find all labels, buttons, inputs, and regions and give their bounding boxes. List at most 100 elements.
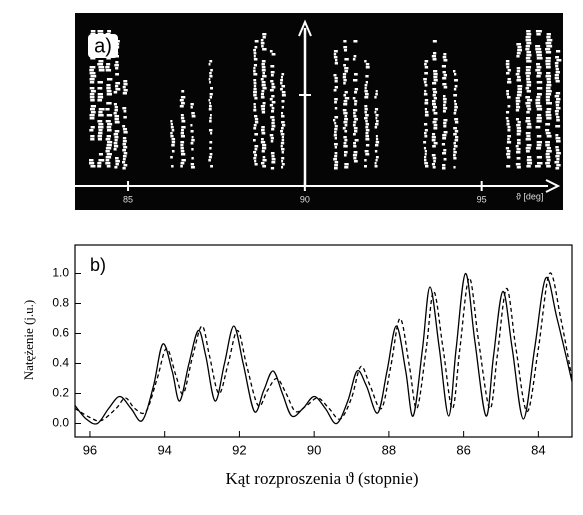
stripe-dot — [516, 76, 521, 79]
stripe-dot — [180, 114, 184, 117]
stripe-dot — [424, 114, 429, 117]
stripe-dot — [260, 96, 265, 99]
stripe-dot — [526, 54, 532, 57]
stripe-dot — [97, 87, 103, 90]
stripe-dot — [180, 141, 185, 144]
stripe-dot — [423, 78, 427, 81]
stripe-dot — [354, 88, 359, 91]
stripe-dot — [526, 165, 531, 168]
stripe-dot — [454, 136, 459, 139]
stripe-dot — [122, 149, 126, 152]
stripe-dot — [210, 87, 214, 90]
stripe-dot — [556, 119, 560, 122]
stripe-dot — [453, 151, 457, 154]
stripe-dot — [554, 110, 559, 113]
stripe-dot — [344, 91, 348, 94]
stripe-dot — [354, 130, 358, 133]
stripe-dot — [506, 81, 512, 84]
stripe-dot — [114, 130, 120, 133]
stripe-dot — [89, 72, 96, 75]
stripe-dot — [271, 125, 276, 128]
stripe-dot — [97, 165, 102, 168]
stripe-dot — [254, 133, 258, 136]
stripe-dot — [555, 92, 561, 95]
stripe-dot — [432, 40, 437, 43]
stripe-dot — [89, 87, 95, 90]
stripe-dot — [89, 117, 95, 120]
stripe-dot — [454, 121, 459, 124]
stripe-dot — [506, 93, 510, 96]
stripe-dot — [333, 50, 338, 53]
stripe-dot — [517, 49, 523, 52]
stripe-dot — [343, 145, 348, 148]
stripe-dot — [536, 147, 541, 150]
stripe-dot — [333, 167, 338, 170]
stripe-dot — [170, 132, 173, 135]
stripe-dot — [454, 79, 458, 82]
stripe-dot — [209, 96, 213, 99]
stripe-dot — [535, 30, 542, 33]
stripe-dot — [170, 120, 173, 123]
stripe-dot — [365, 144, 370, 147]
stripe-dot — [191, 112, 195, 115]
stripe-dot — [122, 86, 126, 89]
stripe-dot — [365, 120, 368, 123]
stripe-dot — [123, 116, 127, 119]
stripe-dot — [343, 103, 348, 106]
stripe-dot — [453, 127, 457, 130]
stripe-dot — [208, 105, 212, 108]
stripe-dot — [115, 67, 119, 70]
stripe-dot — [281, 151, 284, 154]
stripe-dot — [261, 147, 267, 150]
stripe-dot — [271, 110, 275, 113]
stripe-dot — [546, 135, 552, 138]
stripe-dot — [527, 108, 532, 111]
stripe-dot — [364, 90, 368, 93]
stripe-dot — [545, 57, 551, 60]
stripe-dot — [431, 154, 436, 157]
stripe-dot — [546, 117, 552, 120]
stripe-dot — [171, 165, 174, 168]
stripe-dot — [454, 139, 459, 142]
stripe-dot — [343, 94, 347, 97]
stripe-dot — [374, 111, 377, 114]
stripe-dot — [106, 129, 112, 132]
stripe-dot — [431, 133, 436, 136]
stripe-dot — [424, 63, 427, 66]
stripe-dot — [170, 126, 174, 129]
stripe-dot — [506, 150, 511, 153]
stripe-dot — [365, 129, 370, 132]
stripe-dot — [334, 146, 337, 149]
stripe-dot — [122, 158, 126, 161]
stripe-dot — [115, 88, 121, 91]
stripe-dot — [545, 144, 550, 147]
stripe-dot — [353, 40, 358, 43]
stripe-dot — [97, 30, 104, 33]
stripe-dot — [113, 145, 119, 148]
stripe-dot — [555, 113, 559, 116]
stripe-dot — [97, 81, 103, 84]
stripe-dot — [344, 139, 348, 142]
stripe-dot — [344, 166, 349, 169]
stripe-dot — [190, 166, 195, 169]
stripe-dot — [90, 126, 95, 129]
stripe-dot — [432, 145, 436, 148]
stripe-dot — [270, 137, 274, 140]
stripe-dot — [453, 148, 456, 151]
stripe-dot — [261, 132, 266, 135]
stripe-dot — [281, 121, 285, 124]
stripe-dot — [281, 139, 285, 142]
stripe-dot — [123, 80, 128, 83]
stripe-dot — [90, 57, 96, 60]
stripe-dot — [365, 153, 370, 156]
stripe-dot — [334, 128, 338, 131]
stripe-dot — [269, 50, 273, 53]
stripe-dot — [506, 120, 510, 123]
stripe-dot — [98, 159, 105, 162]
stripe-dot — [517, 88, 522, 91]
stripe-dot — [190, 124, 193, 127]
stripe-dot — [545, 114, 552, 117]
stripe-dot — [375, 90, 378, 93]
stripe-dot — [517, 121, 521, 124]
